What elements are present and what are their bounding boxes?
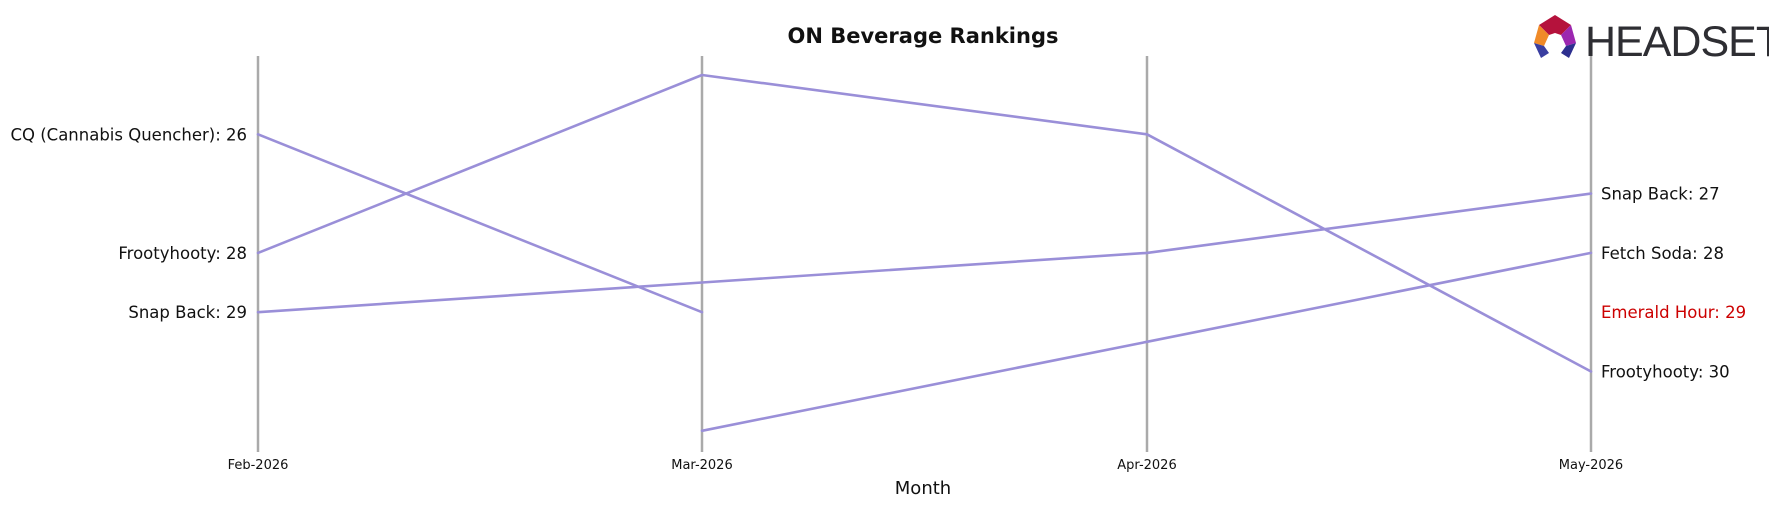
- x-tick-label: Feb-2026: [228, 458, 289, 473]
- left-rank-labels: CQ (Cannabis Quencher): 26 Frootyhooty: 2…: [10, 125, 247, 322]
- left-rank-label: Snap Back: 29: [128, 303, 247, 322]
- series-line-frootyhooty: [256, 73, 1593, 373]
- right-rank-labels: Snap Back: 27 Fetch Soda: 28 Emerald Hour:…: [1601, 185, 1746, 382]
- x-tick-label: Apr-2026: [1117, 458, 1176, 473]
- headset-logo-text: HEADSET: [1585, 18, 1769, 66]
- series-line-fetch-soda: [700, 251, 1593, 433]
- x-axis-label: Month: [895, 478, 951, 499]
- left-rank-label: Frootyhooty: 28: [118, 244, 247, 263]
- right-rank-label: Fetch Soda: 28: [1601, 244, 1724, 263]
- right-rank-label: Emerald Hour: 29: [1601, 303, 1746, 322]
- series-line-snap-back: [256, 192, 1593, 314]
- x-tick-labels: Feb-2026 Mar-2026 Apr-2026 May-2026: [228, 458, 1624, 473]
- headset-logo-icon: [1534, 15, 1576, 58]
- series-line-cq-cannabis-quencher: [256, 133, 704, 314]
- x-tick-label: Mar-2026: [671, 458, 732, 473]
- x-tick-label: May-2026: [1559, 458, 1623, 473]
- month-axes: [256, 56, 1593, 452]
- series-lines: [256, 73, 1593, 433]
- chart-title: ON Beverage Rankings: [788, 24, 1059, 48]
- headset-logo: HEADSET: [1534, 15, 1769, 66]
- right-rank-label: Snap Back: 27: [1601, 185, 1720, 204]
- right-rank-label: Frootyhooty: 30: [1601, 363, 1730, 382]
- left-rank-label: CQ (Cannabis Quencher): 26: [10, 125, 247, 144]
